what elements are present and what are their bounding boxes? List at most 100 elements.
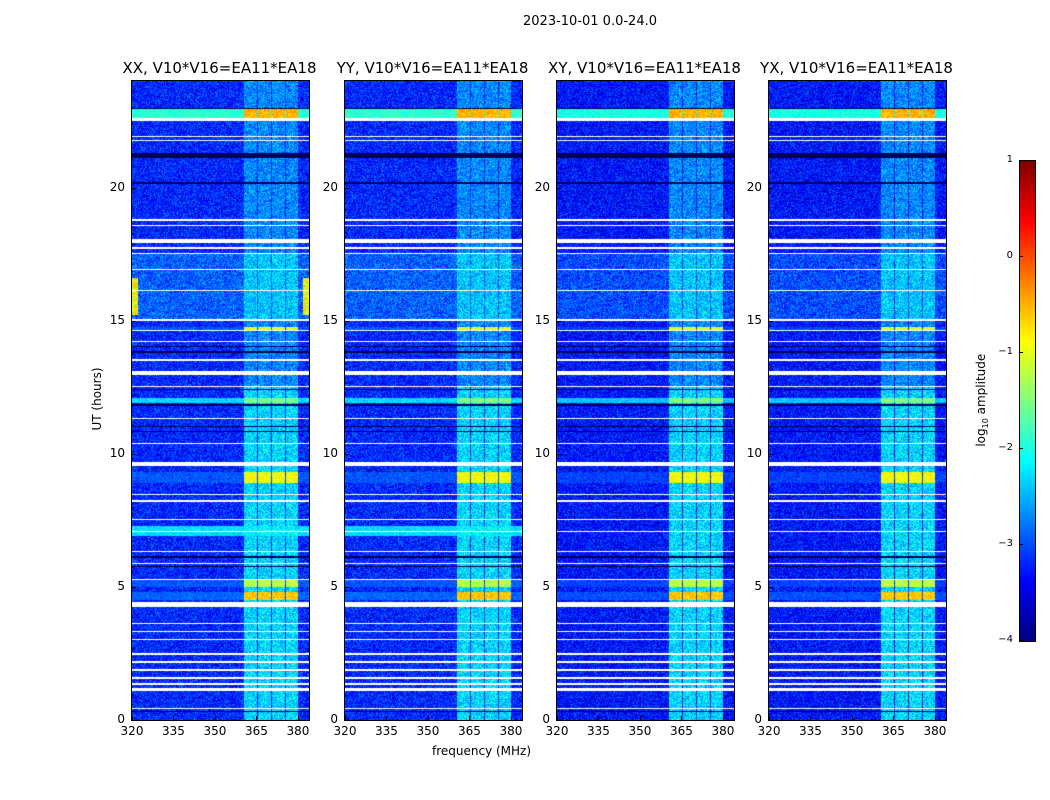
x-tick: [598, 716, 600, 720]
x-tick-label: 350: [203, 724, 227, 738]
y-tick-label: 20: [746, 179, 762, 194]
colorbar-tick: [1019, 640, 1023, 641]
y-tick: [132, 586, 136, 588]
x-tick-label: 350: [628, 724, 652, 738]
heatmap-panel-xy: [556, 80, 735, 721]
y-tick-label: 15: [109, 312, 125, 327]
x-tick: [214, 716, 216, 720]
y-tick-label: 10: [109, 445, 125, 460]
y-tick-label: 15: [534, 312, 550, 327]
x-tick: [934, 716, 936, 720]
panel-title: YY, V10*V16=EA11*EA18: [336, 59, 529, 77]
colorbar-tick: [1019, 352, 1023, 353]
x-tick-label: 335: [162, 724, 185, 738]
colorbar: [1019, 160, 1036, 642]
x-tick: [469, 716, 471, 720]
y-tick-label: 0: [754, 712, 762, 726]
x-tick: [851, 716, 853, 720]
x-tick-label: 380: [499, 724, 523, 738]
figure-title: 2023-10-01 0.0-24.0: [523, 14, 657, 29]
colorbar-tick-label: −2: [998, 442, 1013, 453]
x-tick: [173, 716, 175, 720]
y-tick-label: 15: [746, 312, 762, 327]
y-tick-label: 5: [330, 578, 338, 593]
x-tick-label: 350: [416, 724, 440, 738]
y-tick: [345, 720, 349, 721]
colorbar-tick-label: −1: [998, 346, 1013, 357]
y-tick-label: 20: [534, 179, 550, 194]
x-tick-label: 320: [757, 724, 781, 738]
y-tick-label: 0: [117, 712, 125, 726]
panel-title: XY, V10*V16=EA11*EA18: [548, 59, 741, 77]
x-tick: [427, 716, 429, 720]
x-tick-label: 320: [545, 724, 569, 738]
x-tick: [557, 716, 558, 720]
colorbar-tick: [1019, 160, 1023, 161]
colorbar-label: log10 amplitude: [974, 350, 990, 450]
panel-title: XX, V10*V16=EA11*EA18: [122, 59, 317, 77]
x-tick: [297, 716, 299, 720]
colorbar-tick-label: −4: [998, 634, 1013, 645]
y-tick-label: 5: [754, 578, 762, 593]
x-tick-label: 365: [245, 724, 268, 738]
colorbar-label-rest: amplitude: [973, 353, 988, 419]
x-tick-label: 365: [458, 724, 481, 738]
colorbar-tick-label: 0: [1006, 250, 1013, 261]
y-tick: [132, 720, 136, 721]
x-tick-label: 350: [840, 724, 864, 738]
y-tick: [345, 453, 349, 455]
heatmap-panel-yx: [768, 80, 947, 721]
y-axis-label: UT (hours): [90, 367, 104, 431]
x-tick: [345, 716, 346, 720]
y-tick-label: 0: [330, 712, 338, 726]
y-tick: [132, 187, 136, 189]
y-tick: [557, 187, 561, 189]
colorbar-tick-label: −3: [998, 538, 1013, 549]
y-tick: [557, 320, 561, 322]
y-tick: [132, 320, 136, 322]
y-tick: [769, 586, 773, 588]
y-tick-label: 5: [542, 578, 550, 593]
x-tick: [769, 716, 770, 720]
x-tick-label: 320: [120, 724, 144, 738]
x-tick: [132, 716, 133, 720]
panel-title: YX, V10*V16=EA11*EA18: [760, 59, 953, 77]
x-axis-label: frequency (MHz): [432, 744, 532, 758]
colorbar-tick: [1019, 448, 1023, 449]
y-tick-label: 5: [117, 578, 125, 593]
y-tick: [345, 586, 349, 588]
y-tick: [557, 453, 561, 455]
colorbar-tick-label: 1: [1006, 154, 1013, 165]
colorbar-tick: [1019, 544, 1023, 545]
x-tick-label: 335: [799, 724, 822, 738]
x-tick-label: 335: [375, 724, 398, 738]
y-tick-label: 10: [322, 445, 338, 460]
x-tick-label: 380: [711, 724, 735, 738]
heatmap-panel-yy: [344, 80, 523, 721]
y-tick: [769, 187, 773, 189]
x-tick: [510, 716, 512, 720]
y-tick-label: 15: [322, 312, 338, 327]
x-tick-label: 335: [587, 724, 610, 738]
x-tick: [722, 716, 724, 720]
x-tick-label: 380: [923, 724, 947, 738]
x-tick-label: 320: [333, 724, 357, 738]
x-tick-label: 365: [882, 724, 905, 738]
y-tick: [769, 453, 773, 455]
y-tick-label: 20: [109, 179, 125, 194]
y-tick: [557, 586, 561, 588]
y-tick: [345, 320, 349, 322]
colorbar-label-sub: 10: [981, 418, 991, 429]
y-tick: [769, 320, 773, 322]
y-tick-label: 10: [746, 445, 762, 460]
y-tick-label: 20: [322, 179, 338, 194]
x-tick: [810, 716, 812, 720]
x-tick-label: 380: [286, 724, 310, 738]
x-tick: [256, 716, 258, 720]
y-tick: [132, 453, 136, 455]
y-tick-label: 10: [534, 445, 550, 460]
y-tick-label: 0: [542, 712, 550, 726]
x-tick: [681, 716, 683, 720]
x-tick: [386, 716, 388, 720]
